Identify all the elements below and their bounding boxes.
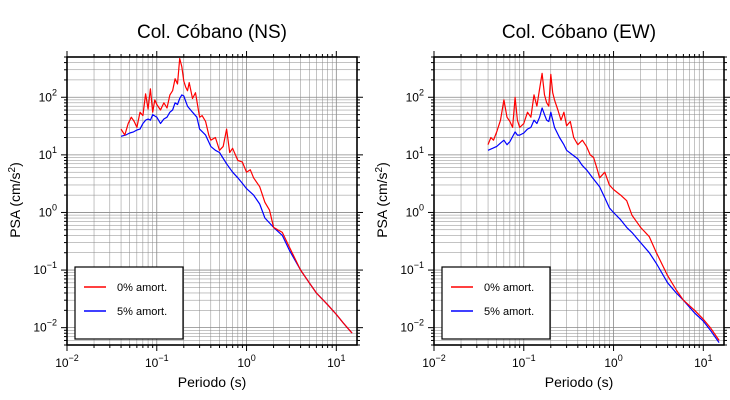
series-line-damping-0 [487, 72, 720, 341]
grid [433, 56, 724, 346]
x-tick-label: 101 [327, 353, 345, 370]
y-tick-label: 10−2 [400, 318, 424, 335]
y-axis-label: PSA (cm/s2) [374, 162, 390, 238]
x-axis-label: Periodo (s) [545, 374, 613, 390]
series-line-damping-5 [487, 107, 720, 343]
y-tick-label: 101 [39, 145, 57, 162]
chart-title: Col. Cóbano (EW) [502, 22, 656, 43]
y-tick-label: 102 [406, 87, 424, 104]
chart-panel-ns: Col. Cóbano (NS) Periodo (s) PSA (cm/s2)… [7, 22, 363, 390]
y-tick-label: 100 [39, 202, 57, 219]
y-axis-label: PSA (cm/s2) [7, 162, 23, 238]
y-tick-label: 10−1 [33, 260, 57, 277]
tick-marks [61, 51, 363, 351]
x-tick-label: 10−1 [145, 353, 169, 370]
x-tick-label: 101 [694, 353, 712, 370]
y-tick-label: 100 [406, 202, 424, 219]
legend: 0% amort. 5% amort. [441, 266, 551, 340]
chart-panel-ew: Col. Cóbano (EW) Periodo (s) PSA (cm/s2)… [374, 22, 730, 390]
legend-label: 0% amort. [484, 282, 534, 294]
y-tick-label: 10−1 [400, 260, 424, 277]
x-tick-label: 10−2 [422, 353, 446, 370]
legend-box [74, 266, 184, 340]
legend-box [441, 266, 551, 340]
series-line-damping-5 [120, 94, 353, 334]
y-tick-label: 102 [39, 87, 57, 104]
x-tick-label: 100 [604, 353, 622, 370]
y-tick-label: 101 [406, 145, 424, 162]
legend-label: 5% amort. [484, 306, 534, 318]
plot-frame [66, 56, 358, 346]
series-line-damping-0 [120, 57, 353, 334]
chart-title: Col. Cóbano (NS) [137, 22, 287, 43]
x-tick-label: 100 [237, 353, 255, 370]
x-axis-label: Periodo (s) [178, 374, 246, 390]
legend-label: 0% amort. [117, 282, 167, 294]
plot-frame [433, 56, 725, 346]
y-tick-label: 10−2 [33, 318, 57, 335]
legend: 0% amort. 5% amort. [74, 266, 184, 340]
x-tick-label: 10−2 [55, 353, 79, 370]
legend-label: 5% amort. [117, 306, 167, 318]
tick-marks [428, 51, 730, 351]
x-tick-label: 10−1 [512, 353, 536, 370]
